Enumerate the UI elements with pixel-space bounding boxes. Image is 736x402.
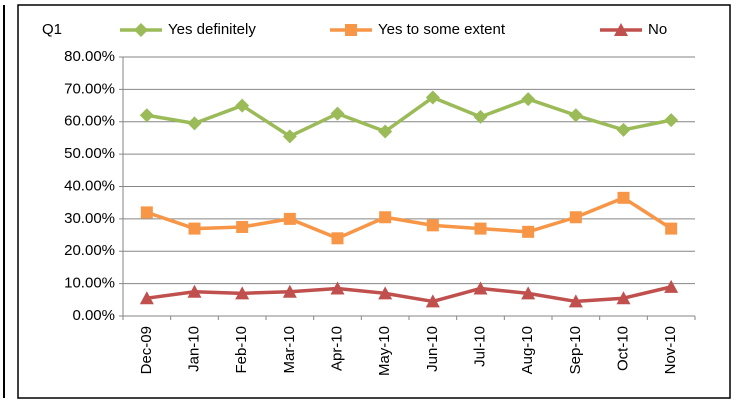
legend-label: Yes definitely bbox=[168, 21, 256, 38]
marker bbox=[425, 294, 440, 308]
series-line bbox=[146, 196, 673, 241]
x-tick-label: Aug-10 bbox=[519, 326, 536, 374]
series-line bbox=[146, 95, 672, 139]
marker bbox=[282, 129, 297, 144]
x-tick-label: Sep-10 bbox=[567, 326, 584, 374]
chart-title: Q1 bbox=[42, 21, 62, 38]
y-tick-label: 70.00% bbox=[64, 80, 115, 97]
marker bbox=[617, 191, 630, 204]
marker bbox=[521, 286, 536, 300]
marker bbox=[235, 98, 250, 113]
marker bbox=[474, 222, 487, 235]
marker bbox=[378, 124, 393, 139]
marker bbox=[283, 212, 296, 225]
y-tick-label: 80.00% bbox=[64, 48, 115, 65]
marker bbox=[379, 211, 392, 224]
marker bbox=[187, 284, 202, 298]
y-tick-label: 50.00% bbox=[64, 145, 115, 162]
marker bbox=[664, 113, 679, 128]
marker bbox=[568, 108, 583, 123]
marker bbox=[568, 294, 583, 308]
x-tick-label: Mar-10 bbox=[281, 326, 298, 374]
legend-label: Yes to some extent bbox=[378, 21, 506, 38]
marker bbox=[236, 220, 249, 233]
marker bbox=[282, 284, 297, 298]
marker bbox=[187, 116, 202, 131]
marker bbox=[330, 281, 345, 295]
legend-marker bbox=[134, 23, 148, 37]
marker bbox=[473, 109, 488, 124]
marker bbox=[378, 286, 393, 300]
x-tick-label: Jun-10 bbox=[424, 326, 441, 372]
legend-marker bbox=[614, 23, 628, 36]
marker bbox=[425, 90, 440, 105]
series-line bbox=[146, 285, 672, 304]
x-tick-label: Jul-10 bbox=[471, 326, 488, 367]
legend-marker bbox=[345, 24, 357, 36]
marker bbox=[522, 225, 535, 238]
marker bbox=[330, 106, 345, 121]
x-tick-label: May-10 bbox=[376, 326, 393, 376]
marker bbox=[665, 222, 678, 235]
marker bbox=[235, 286, 250, 300]
legend-label: No bbox=[648, 21, 667, 38]
y-tick-label: 30.00% bbox=[64, 210, 115, 227]
marker bbox=[616, 291, 631, 305]
marker bbox=[139, 108, 154, 123]
marker bbox=[473, 281, 488, 295]
x-tick-label: Dec-09 bbox=[138, 326, 155, 374]
y-tick-label: 20.00% bbox=[64, 242, 115, 259]
x-tick-label: Jan-10 bbox=[185, 326, 202, 372]
marker bbox=[188, 222, 201, 235]
y-tick-label: 10.00% bbox=[64, 275, 115, 292]
marker bbox=[139, 291, 154, 305]
marker bbox=[426, 219, 439, 232]
left-edge bbox=[3, 5, 5, 398]
x-tick-label: Apr-10 bbox=[328, 326, 345, 371]
marker bbox=[521, 92, 536, 107]
marker bbox=[569, 211, 582, 224]
marker bbox=[664, 279, 679, 293]
marker bbox=[140, 206, 153, 219]
x-tick-label: Feb-10 bbox=[233, 326, 250, 374]
marker bbox=[616, 122, 631, 137]
marker bbox=[331, 232, 344, 245]
y-tick-label: 60.00% bbox=[64, 113, 115, 130]
y-tick-label: 0.00% bbox=[72, 307, 115, 324]
x-tick-label: Oct-10 bbox=[614, 326, 631, 371]
x-tick-label: Nov-10 bbox=[662, 326, 679, 374]
y-tick-label: 40.00% bbox=[64, 177, 115, 194]
